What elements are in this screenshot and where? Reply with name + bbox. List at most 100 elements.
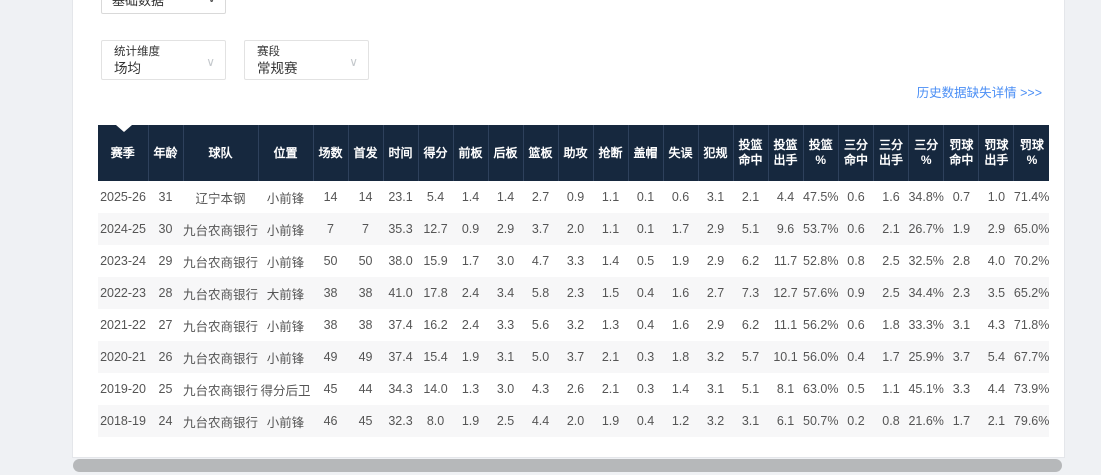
table-cell: 2.1 — [741, 190, 760, 204]
table-cell: 2.5 — [882, 254, 900, 268]
column-header: 三分 % — [908, 125, 945, 181]
table-cell: 2.5 — [882, 286, 900, 300]
table-row: 2020-21 26 九台农商银行 小前锋 49 49 37.4 15.4 1.9 3.1 5.0 3… — [98, 341, 1050, 373]
table-cell: 2.1 — [882, 222, 900, 236]
table-row: 2024-25 30 九台农商银行 小前锋 7 7 35.3 12.7 0.9 2.9 3.7 2.0… — [98, 213, 1050, 245]
table-cell: 2.4 — [461, 318, 480, 332]
table-cell: 2018-19 — [100, 414, 146, 428]
table-cell: 71.8% — [1013, 318, 1050, 332]
table-cell: 0.6 — [847, 190, 865, 204]
table-cell: 9.6 — [776, 222, 795, 236]
table-cell: 46 — [323, 414, 338, 428]
table-cell: 63.0% — [803, 382, 839, 396]
table-cell: 26.7% — [908, 222, 944, 236]
table-cell: 2.0 — [566, 222, 585, 236]
table-cell: 50 — [323, 254, 338, 268]
table-cell: 3.1 — [706, 382, 725, 396]
horizontal-scrollbar-thumb[interactable] — [73, 459, 1062, 472]
table-cell: 8.1 — [776, 382, 795, 396]
content-card: 基础数据 ∨ 统计维度 场均 ∨ 赛段 常规赛 ∨ 历史数据缺失详情 >>> 赛… — [72, 0, 1065, 458]
table-cell: 0.4 — [636, 414, 655, 428]
table-cell: 0.4 — [636, 318, 655, 332]
table-cell: 0.9 — [461, 222, 480, 236]
table-cell: 2.1 — [987, 414, 1006, 428]
table-cell: 1.1 — [601, 190, 620, 204]
dimension-select[interactable]: 统计维度 场均 ∨ — [101, 40, 226, 80]
column-header: 场数 — [313, 125, 349, 181]
table-cell: 3.1 — [952, 318, 971, 332]
column-header: 得分 — [418, 125, 454, 181]
table-cell: 0.5 — [636, 254, 655, 268]
table-cell: 2024-25 — [100, 222, 146, 236]
table-cell: 2019-20 — [100, 382, 146, 396]
table-cell: 3.1 — [706, 190, 725, 204]
table-cell: 12.7 — [773, 286, 798, 300]
table-cell: 1.4 — [496, 190, 515, 204]
table-cell: 1.1 — [601, 222, 620, 236]
table-cell: 3.3 — [496, 318, 515, 332]
table-cell: 2.5 — [496, 414, 515, 428]
table-cell: 小前锋 — [266, 415, 305, 430]
table-cell: 2.3 — [566, 286, 585, 300]
stage-select[interactable]: 赛段 常规赛 ∨ — [244, 40, 369, 80]
column-header: 投篮 命中 — [733, 125, 769, 181]
table-cell: 3.5 — [987, 286, 1006, 300]
table-cell: 0.1 — [636, 222, 655, 236]
column-header: 首发 — [348, 125, 384, 181]
table-cell: 6.2 — [741, 318, 760, 332]
table-cell: 0.6 — [847, 318, 865, 332]
column-header: 失误 — [663, 125, 699, 181]
table-cell: 2.9 — [706, 222, 725, 236]
table-cell: 45 — [323, 382, 338, 396]
chevron-down-icon: ∨ — [349, 55, 358, 69]
table-cell: 47.5% — [803, 190, 839, 204]
table-cell: 65.0% — [1013, 222, 1050, 236]
table-cell: 九台农商银行 — [183, 255, 259, 270]
table-cell: 57.6% — [803, 286, 839, 300]
table-cell: 1.4 — [461, 190, 480, 204]
table-cell: 九台农商银行 — [183, 319, 259, 334]
table-cell: 大前锋 — [266, 287, 305, 302]
table-cell: 71.4% — [1013, 190, 1050, 204]
table-cell: 2.0 — [566, 414, 585, 428]
table-cell: 25 — [158, 382, 173, 396]
table-cell: 0.4 — [847, 350, 865, 364]
table-cell: 得分后卫 — [260, 383, 311, 398]
table-cell: 7 — [327, 222, 334, 236]
column-header: 罚球 命中 — [943, 125, 980, 181]
table-cell: 44 — [358, 382, 373, 396]
table-cell: 5.7 — [741, 350, 760, 364]
table-cell: 8.0 — [426, 414, 445, 428]
table-cell: 1.8 — [671, 350, 690, 364]
table-cell: 1.3 — [601, 318, 620, 332]
table-cell: 0.3 — [636, 382, 655, 396]
table-cell: 38 — [323, 318, 338, 332]
table-cell: 5.4 — [426, 190, 445, 204]
table-cell: 1.4 — [671, 382, 690, 396]
table-cell: 0.2 — [847, 414, 865, 428]
table-cell: 九台农商银行 — [183, 223, 259, 238]
data-type-select[interactable]: 基础数据 ∨ — [101, 0, 226, 14]
table-cell: 4.0 — [987, 254, 1006, 268]
stage-select-label: 赛段 — [257, 46, 280, 58]
dimension-select-value: 场均 — [114, 61, 141, 76]
table-cell: 0.9 — [566, 190, 585, 204]
table-cell: 小前锋 — [266, 255, 305, 270]
table-cell: 2.1 — [601, 350, 620, 364]
column-header: 赛季 — [98, 125, 149, 181]
column-header: 助攻 — [558, 125, 594, 181]
table-cell: 1.2 — [671, 414, 690, 428]
table-cell: 3.2 — [566, 318, 585, 332]
table-cell: 49 — [358, 350, 373, 364]
table-cell: 17.8 — [423, 286, 448, 300]
history-data-missing-link[interactable]: 历史数据缺失详情 >>> — [916, 86, 1042, 100]
table-cell: 2023-24 — [100, 254, 146, 268]
table-cell: 53.7% — [803, 222, 839, 236]
table-cell: 35.3 — [388, 222, 413, 236]
table-cell: 45.1% — [908, 382, 944, 396]
table-cell: 45 — [358, 414, 373, 428]
table-cell: 56.2% — [803, 318, 839, 332]
table-cell: 70.2% — [1013, 254, 1050, 268]
column-header: 罚球 出手 — [978, 125, 1015, 181]
table-cell: 1.1 — [882, 382, 900, 396]
